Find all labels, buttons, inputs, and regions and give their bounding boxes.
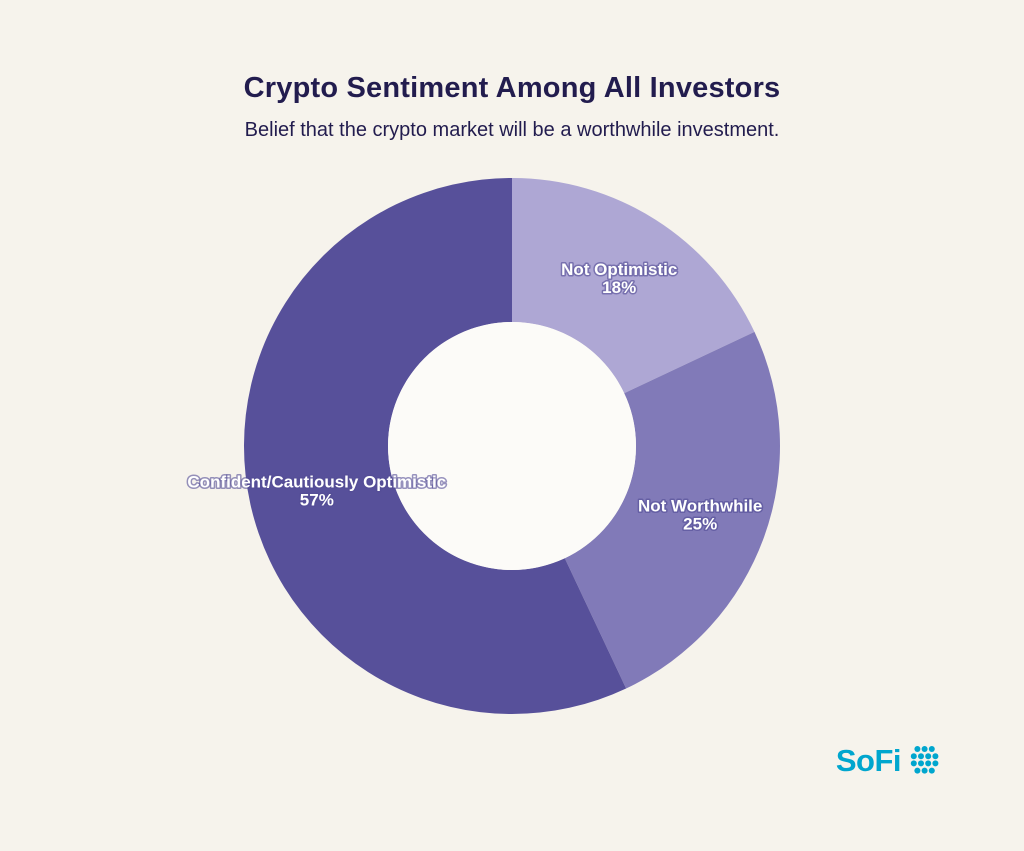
donut-chart-svg: Not Optimistic 18% Not Worthwhile 25% Confid… (186, 178, 780, 715)
donut-chart: Not Optimistic 18% Not Worthwhile 25% Confid… (186, 176, 782, 716)
donut-hole (388, 322, 636, 570)
slice-not-worthwhile (564, 331, 780, 689)
slice-label-not-worthwhile: Not Worthwhile 25% (638, 497, 762, 534)
slice-confident-cautiously-optimistic (243, 178, 627, 715)
slice-not-optimistic (512, 178, 755, 394)
sofi-wordmark: SoFi (835, 742, 902, 778)
sofi-logo: SoFi (836, 744, 940, 776)
slice-label-confident-cautiously-optimistic: Confident/Cautiously Optimistic 57% (187, 473, 446, 510)
chart-title: Crypto Sentiment Among All Investors (243, 72, 781, 104)
slice-label-not-optimistic: Not Optimistic 18% (561, 260, 677, 297)
sofi-dots-icon (910, 746, 939, 774)
chart-subtitle: Belief that the crypto market will be a … (244, 119, 780, 141)
